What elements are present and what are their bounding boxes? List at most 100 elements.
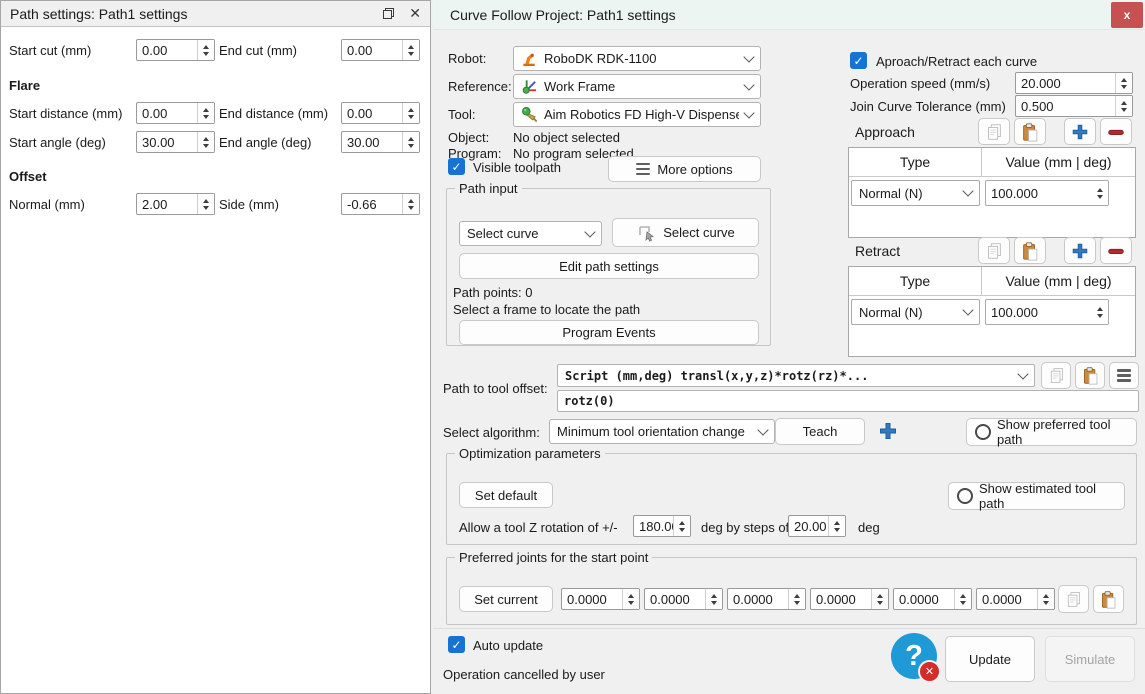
edit-path-settings-label: Edit path settings [559, 258, 659, 274]
joint-5-spinner[interactable]: 0.0000 [893, 588, 972, 610]
select-curve-button[interactable]: Select curve [612, 218, 759, 247]
help-button[interactable]: ? ✕ [891, 633, 941, 683]
end-cut-spinner[interactable]: 0.00 [341, 39, 420, 61]
approach-table: Type Value (mm | deg) Normal (N) 100.000 [848, 147, 1136, 238]
end-distance-spinner[interactable]: 0.00 [341, 102, 420, 124]
spinner-arrows[interactable] [705, 589, 722, 609]
spinner-arrows[interactable] [673, 516, 690, 536]
rotation-suffix-label: deg [858, 520, 880, 535]
algorithm-dropdown[interactable]: Minimum tool orientation change [549, 419, 775, 444]
join-tolerance-spinner[interactable]: 0.500 [1015, 95, 1133, 117]
set-default-button[interactable]: Set default [459, 482, 553, 508]
spinner-arrows[interactable] [402, 40, 419, 60]
close-icon[interactable]: ✕ [409, 5, 421, 21]
side-offset-spinner[interactable]: -0.66 [341, 193, 420, 215]
path-offset-expression-input[interactable]: rotz(0) [557, 390, 1139, 412]
robot-dropdown[interactable]: RoboDK RDK-1100 [513, 46, 761, 71]
spinner-arrows[interactable] [402, 103, 419, 123]
add-teach-button[interactable] [877, 420, 899, 442]
spinner-arrows[interactable] [1115, 73, 1132, 93]
spinner-arrows[interactable] [197, 194, 214, 214]
chevron-down-icon [1017, 367, 1029, 380]
tool-dropdown[interactable]: Aim Robotics FD High-V Dispenser [513, 102, 761, 127]
spinner-arrows[interactable] [197, 103, 214, 123]
retract-section-label: Retract [855, 243, 901, 259]
path-settings-titlebar[interactable]: Path settings: Path1 settings ✕ [1, 1, 430, 27]
auto-update-checkbox[interactable]: ✓ [448, 636, 465, 653]
visible-toolpath-checkbox[interactable]: ✓ [448, 158, 465, 175]
retract-paste-button[interactable] [1014, 237, 1046, 264]
spinner-arrows[interactable] [622, 589, 639, 609]
edit-path-settings-button[interactable]: Edit path settings [459, 253, 759, 279]
minus-icon [1106, 241, 1126, 261]
path-offset-script-dropdown[interactable]: Script (mm,deg) transl(x,y,z)*rotz(rz)*.… [557, 364, 1035, 387]
retract-type-dropdown[interactable]: Normal (N) [851, 299, 980, 325]
spinner-arrows[interactable] [197, 40, 214, 60]
approach-col-value: Value (mm | deg) [982, 148, 1135, 177]
spinner-arrows[interactable] [1115, 96, 1132, 116]
auto-update-label: Auto update [473, 638, 544, 653]
float-window-icon[interactable] [382, 7, 395, 20]
joint-3-spinner[interactable]: 0.0000 [727, 588, 806, 610]
start-cut-spinner[interactable]: 0.00 [136, 39, 215, 61]
more-options-button[interactable]: More options [608, 156, 761, 182]
show-preferred-tool-path-toggle[interactable]: Show preferred tool path [966, 417, 1137, 447]
paste-icon [1099, 590, 1118, 609]
retract-copy-button[interactable] [978, 237, 1010, 264]
spinner-arrows[interactable] [788, 589, 805, 609]
rotation-mid-label: deg by steps of [701, 520, 790, 535]
start-distance-spinner[interactable]: 0.00 [136, 102, 215, 124]
approach-value-spinner[interactable]: 100.000 [985, 180, 1109, 206]
retract-add-button[interactable] [1064, 237, 1096, 264]
retract-col-type: Type [849, 267, 982, 296]
retract-remove-button[interactable] [1100, 237, 1132, 264]
path-offset-paste-button[interactable] [1075, 362, 1105, 389]
approach-type-dropdown[interactable]: Normal (N) [851, 180, 980, 206]
spinner-arrows[interactable] [402, 132, 419, 152]
joint-4-spinner[interactable]: 0.0000 [810, 588, 889, 610]
joint-6-spinner[interactable]: 0.0000 [976, 588, 1055, 610]
spinner-arrows[interactable] [828, 516, 845, 536]
spinner-arrows[interactable] [1092, 181, 1108, 205]
approach-copy-button[interactable] [978, 118, 1010, 145]
chevron-down-icon [962, 304, 974, 316]
close-panel-button[interactable]: x [1111, 2, 1143, 28]
path-offset-script-value: Script (mm,deg) transl(x,y,z)*rotz(rz)*.… [565, 368, 869, 383]
rotation-range-spinner[interactable]: 180.00 [633, 515, 691, 537]
retract-value-spinner[interactable]: 100.000 [985, 299, 1109, 325]
select-curve-dropdown[interactable]: Select curve [459, 221, 602, 246]
path-offset-menu-button[interactable] [1109, 362, 1139, 389]
spinner-arrows[interactable] [197, 132, 214, 152]
spinner-arrows[interactable] [402, 194, 419, 214]
spinner-arrows[interactable] [954, 589, 971, 609]
simulate-button[interactable]: Simulate [1045, 636, 1135, 682]
start-angle-spinner[interactable]: 30.00 [136, 131, 215, 153]
teach-button[interactable]: Teach [775, 418, 865, 445]
rotation-step-spinner[interactable]: 20.00 [788, 515, 846, 537]
end-cut-value: 0.00 [347, 43, 373, 58]
end-angle-spinner[interactable]: 30.00 [341, 131, 420, 153]
joint-1-spinner[interactable]: 0.0000 [561, 588, 640, 610]
reference-dropdown[interactable]: Work Frame [513, 74, 761, 99]
path-offset-copy-button[interactable] [1041, 362, 1071, 389]
approach-add-button[interactable] [1064, 118, 1096, 145]
approach-paste-button[interactable] [1014, 118, 1046, 145]
operation-speed-spinner[interactable]: 20.000 [1015, 72, 1133, 94]
operation-speed-label: Operation speed (mm/s) [850, 76, 991, 91]
spinner-arrows[interactable] [871, 589, 888, 609]
program-events-button[interactable]: Program Events [459, 320, 759, 345]
spinner-arrows[interactable] [1037, 589, 1054, 609]
show-estimated-tool-path-toggle[interactable]: Show estimated tool path [948, 481, 1125, 511]
copy-icon [1064, 590, 1083, 609]
approach-retract-checkbox[interactable]: ✓ [850, 52, 867, 69]
update-button[interactable]: Update [945, 636, 1035, 682]
joints-copy-button[interactable] [1058, 585, 1089, 613]
approach-remove-button[interactable] [1100, 118, 1132, 145]
normal-offset-spinner[interactable]: 2.00 [136, 193, 215, 215]
set-current-button[interactable]: Set current [459, 586, 553, 612]
side-offset-label: Side (mm) [219, 197, 279, 212]
spinner-arrows[interactable] [1092, 300, 1108, 324]
joint-2-spinner[interactable]: 0.0000 [644, 588, 723, 610]
joints-paste-button[interactable] [1093, 585, 1124, 613]
path-points-text: Path points: 0 [453, 285, 533, 300]
